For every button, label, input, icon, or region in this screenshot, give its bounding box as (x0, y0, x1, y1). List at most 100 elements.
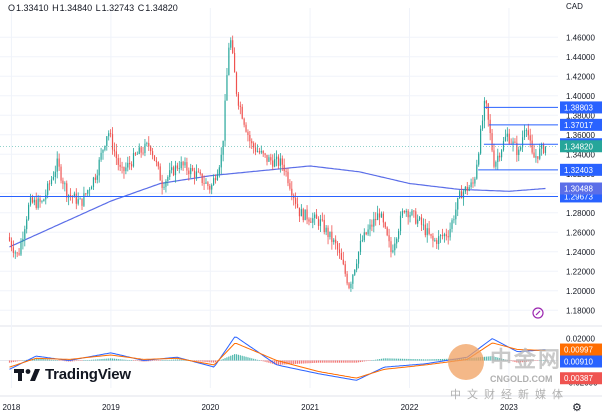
macd-histogram-bar (172, 359, 175, 361)
x-tick-label: 2022 (401, 403, 419, 412)
gear-icon[interactable]: ⚙ (572, 402, 582, 414)
macd-histogram-bar (359, 360, 362, 363)
candle-body (289, 183, 291, 189)
macd-histogram-bar (489, 356, 491, 361)
macd-histogram-bar (502, 359, 505, 361)
macd-histogram-bar (413, 359, 415, 361)
candle-body (228, 47, 230, 76)
candle-body (346, 273, 348, 284)
macd-histogram-bar (411, 359, 413, 361)
candle-body (178, 168, 180, 169)
macd-histogram-bar (77, 360, 79, 361)
macd-histogram-bar (148, 360, 150, 362)
y-tick-label: 1.34000 (566, 150, 595, 159)
candle-body (251, 141, 253, 144)
macd-histogram-bar (69, 360, 72, 362)
macd-histogram-bar (487, 356, 489, 361)
candle-body (197, 171, 199, 173)
y-tick-label: 1.36000 (566, 131, 595, 140)
candle-body (254, 147, 257, 152)
macd-histogram-bar (485, 356, 487, 361)
macd-histogram-bar (92, 359, 95, 361)
close-value: 1.34820 (145, 3, 178, 13)
candle-body (258, 151, 260, 153)
low-label: L (95, 3, 101, 13)
macd-histogram-bar (422, 359, 425, 361)
candle-body (146, 143, 148, 144)
candle-body (460, 191, 463, 199)
macd-histogram-bar (275, 360, 278, 365)
candle-body (287, 171, 289, 184)
macd-histogram-bar (289, 360, 291, 365)
candle-body (506, 133, 508, 137)
macd-y-tick-label: 0.02000 (566, 335, 595, 344)
macd-histogram-bar (293, 360, 295, 365)
candle-body (325, 227, 327, 233)
candle-body (310, 221, 312, 223)
macd-label-text: 0.00910 (564, 357, 593, 366)
macd-histogram-bar (127, 360, 129, 361)
macd-histogram-bar (12, 360, 14, 363)
candle-body (195, 171, 198, 178)
candle-body (10, 240, 13, 248)
macd-histogram-bar (542, 359, 545, 361)
candle-body (279, 158, 281, 166)
candle-body (157, 162, 159, 167)
macd-histogram-bar (230, 355, 232, 361)
candle-body (108, 133, 110, 137)
macd-histogram-bar (258, 360, 260, 361)
macd-histogram-bar (296, 360, 299, 364)
candle-body (111, 134, 114, 150)
macd-histogram-bar (300, 360, 302, 364)
candle-body (41, 201, 43, 203)
y-tick-label: 1.42000 (566, 72, 595, 81)
candle-body (441, 235, 444, 237)
macd-histogram-bar (512, 360, 514, 362)
macd-histogram-bar (497, 357, 499, 361)
macd-histogram-bar (163, 360, 165, 361)
macd-histogram-bar (405, 358, 407, 361)
level-label-text: 1.37017 (564, 121, 593, 130)
candle-body (48, 183, 51, 185)
candle-body (127, 162, 129, 168)
candle-body (443, 234, 445, 237)
candle-body (73, 193, 75, 198)
macd-histogram-bar (277, 360, 280, 365)
candle-body (121, 166, 123, 168)
macd-histogram-bar (125, 359, 127, 361)
macd-histogram-bar (268, 360, 270, 363)
macd-histogram-bar (501, 358, 503, 361)
macd-histogram-bar (350, 360, 352, 363)
macd-histogram-bar (365, 360, 367, 362)
candle-body (214, 178, 217, 181)
macd-histogram-bar (516, 360, 518, 363)
candle-body (90, 186, 93, 190)
macd-histogram-bar (537, 360, 539, 361)
macd-histogram-bar (491, 356, 493, 361)
macd-histogram-bar (407, 358, 409, 361)
candle-body (249, 135, 251, 142)
candle-body (243, 118, 245, 125)
candle-body (521, 137, 524, 148)
macd-histogram-bar (83, 360, 85, 361)
macd-histogram-bar (113, 358, 116, 361)
ma-label-text: 1.30488 (564, 184, 593, 193)
candle-body (281, 158, 283, 165)
level-label-bg (560, 101, 602, 114)
tradingview-logo[interactable]: TradingView (14, 366, 131, 383)
macd-histogram-bar (420, 359, 423, 361)
candle-body (340, 253, 342, 260)
macd-histogram-bar (35, 358, 37, 361)
candle-body (94, 177, 96, 180)
close-label: C (137, 3, 145, 13)
macd-histogram-bar (495, 357, 497, 361)
candle-body (476, 164, 478, 179)
macd-histogram-bar (327, 360, 329, 363)
macd-histogram-bar (428, 359, 430, 361)
candle-body (102, 149, 104, 153)
moving-average (9, 165, 546, 248)
candle-body (403, 211, 405, 213)
macd-histogram-bar (243, 356, 245, 361)
candle-body (296, 203, 299, 208)
